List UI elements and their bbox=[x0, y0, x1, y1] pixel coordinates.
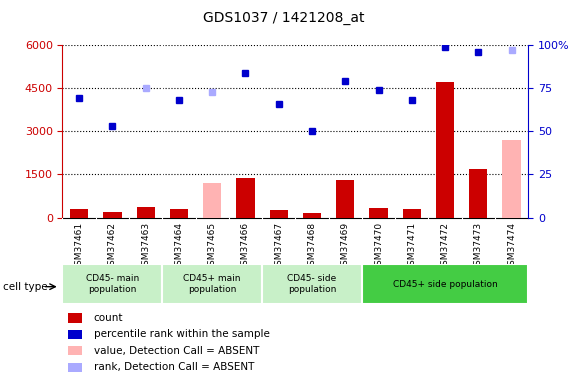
FancyBboxPatch shape bbox=[162, 264, 262, 304]
Text: percentile rank within the sample: percentile rank within the sample bbox=[94, 329, 270, 339]
Text: GSM37473: GSM37473 bbox=[474, 222, 483, 272]
Bar bbox=[436, 82, 454, 218]
Bar bbox=[203, 183, 222, 218]
Text: count: count bbox=[94, 313, 123, 323]
Text: GSM37463: GSM37463 bbox=[141, 222, 150, 272]
Text: CD45+ side population: CD45+ side population bbox=[392, 280, 498, 289]
Bar bbox=[70, 210, 88, 218]
Text: GSM37474: GSM37474 bbox=[507, 222, 516, 271]
Text: cell type: cell type bbox=[3, 282, 48, 292]
Bar bbox=[469, 169, 487, 217]
Text: GSM37467: GSM37467 bbox=[274, 222, 283, 272]
Bar bbox=[503, 140, 521, 218]
Bar bbox=[236, 178, 254, 218]
FancyBboxPatch shape bbox=[62, 264, 162, 304]
Text: GSM37470: GSM37470 bbox=[374, 222, 383, 272]
Bar bbox=[303, 213, 321, 217]
Text: GSM37468: GSM37468 bbox=[307, 222, 316, 272]
Text: GDS1037 / 1421208_at: GDS1037 / 1421208_at bbox=[203, 11, 365, 25]
Bar bbox=[103, 212, 122, 217]
FancyBboxPatch shape bbox=[262, 264, 362, 304]
Bar bbox=[68, 363, 82, 372]
Text: CD45- side
population: CD45- side population bbox=[287, 274, 337, 294]
Bar bbox=[369, 208, 388, 218]
Text: GSM37471: GSM37471 bbox=[407, 222, 416, 272]
Text: value, Detection Call = ABSENT: value, Detection Call = ABSENT bbox=[94, 346, 259, 356]
Bar bbox=[336, 180, 354, 218]
Bar bbox=[68, 330, 82, 339]
Bar bbox=[170, 209, 188, 218]
Text: GSM37462: GSM37462 bbox=[108, 222, 117, 271]
Bar bbox=[270, 210, 288, 218]
Text: GSM37472: GSM37472 bbox=[441, 222, 449, 271]
Text: CD45- main
population: CD45- main population bbox=[86, 274, 139, 294]
Text: CD45+ main
population: CD45+ main population bbox=[183, 274, 241, 294]
Text: GSM37466: GSM37466 bbox=[241, 222, 250, 272]
Text: GSM37464: GSM37464 bbox=[174, 222, 183, 271]
Text: GSM37461: GSM37461 bbox=[74, 222, 83, 272]
Bar bbox=[403, 210, 421, 218]
Text: GSM37469: GSM37469 bbox=[341, 222, 350, 272]
Bar bbox=[136, 207, 155, 218]
Text: rank, Detection Call = ABSENT: rank, Detection Call = ABSENT bbox=[94, 362, 254, 372]
Bar bbox=[68, 346, 82, 355]
FancyBboxPatch shape bbox=[362, 264, 528, 304]
Text: GSM37465: GSM37465 bbox=[208, 222, 216, 272]
Bar bbox=[68, 314, 82, 322]
